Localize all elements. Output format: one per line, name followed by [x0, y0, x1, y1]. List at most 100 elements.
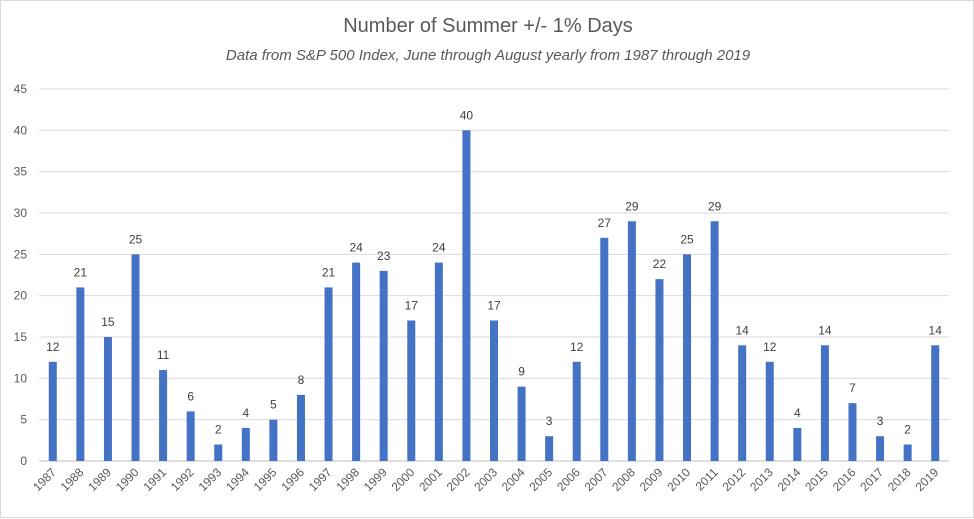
- x-tick-label-2012: 2012: [720, 465, 749, 494]
- data-label-1989: 15: [101, 315, 115, 329]
- bar-2010: [683, 254, 692, 461]
- bar-2008: [627, 221, 636, 461]
- data-label-2010: 25: [680, 232, 694, 246]
- data-label-2008: 29: [625, 199, 639, 213]
- x-tick-label-2015: 2015: [802, 465, 831, 494]
- bar-2007: [600, 237, 609, 461]
- bar-2016: [848, 403, 857, 461]
- x-tick-label-1996: 1996: [278, 465, 307, 494]
- x-tick-label-1993: 1993: [196, 465, 225, 494]
- y-axis-ticks: 0 5 10 15 20 25 30 35 40 45: [14, 82, 28, 468]
- bar-2013: [765, 361, 774, 461]
- x-tick-label-1997: 1997: [306, 465, 335, 494]
- x-tick-label-2002: 2002: [444, 465, 473, 494]
- data-label-1999: 23: [377, 249, 391, 263]
- data-label-1997: 21: [322, 265, 336, 279]
- data-label-2014: 4: [794, 406, 801, 420]
- y-tick-label: 25: [14, 247, 28, 261]
- data-label-2003: 17: [487, 298, 501, 312]
- x-tick-label-1990: 1990: [113, 465, 142, 494]
- data-label-2004: 9: [518, 365, 525, 379]
- bar-1990: [131, 254, 140, 461]
- x-tick-label-2016: 2016: [830, 465, 859, 494]
- y-tick-label: 45: [14, 82, 28, 96]
- y-tick-label: 20: [14, 289, 28, 303]
- x-tick-label-1988: 1988: [58, 465, 87, 494]
- bar-1996: [296, 394, 305, 461]
- x-tick-label-1989: 1989: [85, 465, 114, 494]
- data-label-2009: 22: [653, 257, 667, 271]
- bar-2004: [517, 386, 526, 461]
- bar-1988: [76, 287, 85, 461]
- bar-1992: [186, 411, 195, 461]
- x-tick-label-1987: 1987: [30, 465, 59, 494]
- y-tick-label: 30: [14, 206, 28, 220]
- data-label-2001: 24: [432, 241, 446, 255]
- data-label-2007: 27: [598, 216, 612, 230]
- y-tick-label: 10: [14, 371, 28, 385]
- data-label-1998: 24: [349, 241, 363, 255]
- bar-1987: [48, 361, 57, 461]
- x-tick-label-2005: 2005: [526, 465, 555, 494]
- data-label-1987: 12: [46, 340, 60, 354]
- y-tick-label: 15: [14, 330, 28, 344]
- data-label-2018: 2: [904, 422, 911, 436]
- data-label-2005: 3: [546, 414, 553, 428]
- bar-2006: [572, 361, 581, 461]
- data-label-2019: 14: [929, 323, 943, 337]
- data-label-2015: 14: [818, 323, 832, 337]
- x-tick-label-2018: 2018: [885, 465, 914, 494]
- bar-1989: [103, 337, 112, 461]
- bar-1997: [324, 287, 333, 461]
- data-label-2002: 40: [460, 108, 474, 122]
- bar-1993: [214, 444, 223, 461]
- bar-2012: [738, 345, 747, 461]
- bar-2002: [462, 130, 471, 462]
- bar-2000: [407, 320, 416, 461]
- data-label-1990: 25: [129, 232, 143, 246]
- bar-2019: [931, 345, 940, 461]
- data-label-2006: 12: [570, 340, 584, 354]
- x-tick-label-2014: 2014: [775, 465, 804, 494]
- bar-2017: [876, 436, 885, 461]
- data-label-2013: 12: [763, 340, 777, 354]
- chart-subtitle: Data from S&P 500 Index, June through Au…: [225, 47, 751, 64]
- bar-2003: [490, 320, 498, 461]
- data-label-1995: 5: [270, 398, 277, 412]
- bar-1991: [159, 370, 168, 461]
- x-tick-label-2006: 2006: [554, 465, 583, 494]
- bar-1999: [379, 270, 388, 461]
- data-labels: 1221152511624582124231724401793122729222…: [46, 108, 942, 436]
- x-tick-label-1992: 1992: [168, 465, 197, 494]
- data-label-2017: 3: [877, 414, 884, 428]
- bar-2015: [820, 345, 829, 461]
- bar-2001: [434, 262, 443, 461]
- x-tick-label-2010: 2010: [664, 465, 693, 494]
- x-tick-label-2017: 2017: [857, 465, 886, 494]
- y-tick-label: 35: [14, 165, 28, 179]
- x-tick-label-1999: 1999: [361, 465, 390, 494]
- y-tick-label: 5: [20, 413, 27, 427]
- data-label-2012: 14: [736, 323, 750, 337]
- bar-2011: [710, 221, 719, 461]
- x-tick-label-1991: 1991: [140, 465, 169, 494]
- x-tick-label-2019: 2019: [913, 465, 942, 494]
- bar-2014: [793, 427, 802, 461]
- data-label-1996: 8: [298, 373, 305, 387]
- data-label-1992: 6: [187, 389, 194, 403]
- bar-1995: [269, 419, 278, 461]
- y-tick-label: 0: [20, 454, 27, 468]
- x-axis-ticks: 1987198819891990199119921993199419951996…: [30, 465, 941, 494]
- x-tick-label-2011: 2011: [693, 465, 721, 493]
- x-tick-label-2001: 2001: [416, 465, 445, 494]
- bar-1994: [241, 427, 250, 461]
- data-label-1988: 21: [74, 265, 88, 279]
- data-label-1994: 4: [242, 406, 249, 420]
- x-tick-label-1994: 1994: [223, 465, 252, 494]
- x-tick-label-2013: 2013: [747, 465, 776, 494]
- bar-1998: [352, 262, 361, 461]
- bar-2005: [545, 436, 554, 461]
- data-label-2011: 29: [708, 199, 722, 213]
